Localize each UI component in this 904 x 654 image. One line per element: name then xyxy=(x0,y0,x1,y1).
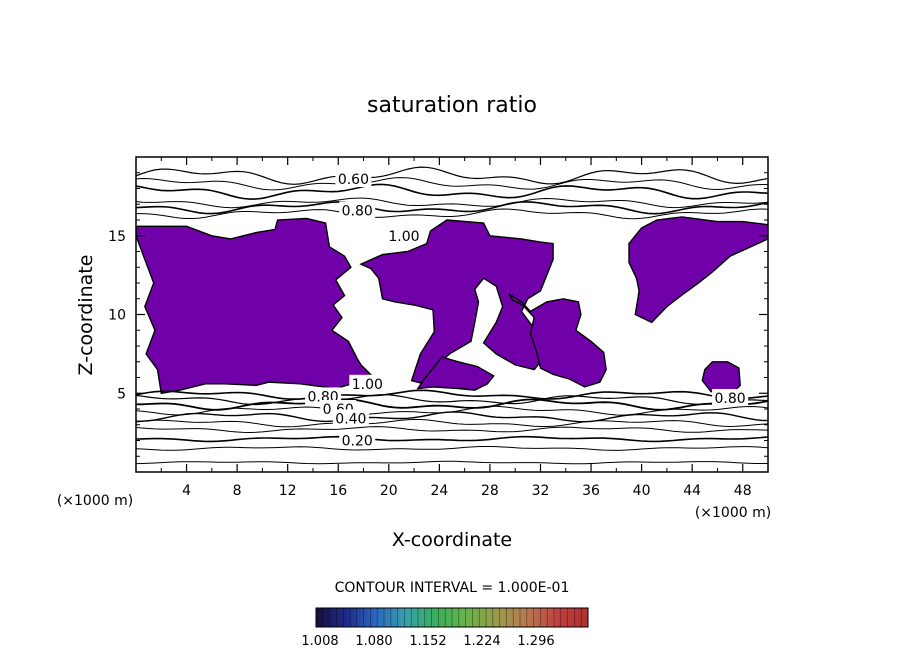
contour-line xyxy=(136,197,768,209)
contour-line xyxy=(136,426,768,434)
contour-line xyxy=(136,183,768,200)
y-tick-label: 15 xyxy=(108,229,126,245)
colorbar-tick-label: 1.296 xyxy=(517,634,554,649)
contour-label-bg xyxy=(339,201,376,219)
contour-interval: CONTOUR INTERVAL = 1.000E-01 xyxy=(335,580,570,596)
supersaturated-region xyxy=(508,293,607,388)
contour-label: 1.00 xyxy=(352,377,383,393)
x-tick-label: 28 xyxy=(481,483,499,499)
x-axis-label: X-coordinate xyxy=(392,529,512,551)
x-tick-label: 20 xyxy=(380,483,398,499)
contour-label: 0.80 xyxy=(342,204,373,220)
y-unit-note: (×1000 m) xyxy=(57,493,133,509)
colorbar-tick-label: 1.152 xyxy=(409,634,446,649)
x-unit-note: (×1000 m) xyxy=(695,505,771,521)
x-tick-label: 36 xyxy=(582,483,600,499)
contour-line xyxy=(136,201,768,215)
contour-label: 1.00 xyxy=(388,229,419,245)
colorbar-tick-label: 1.224 xyxy=(463,634,500,649)
contour-label-bg xyxy=(385,226,422,244)
supersaturated-region xyxy=(416,356,495,391)
y-tick-label: 5 xyxy=(117,386,126,402)
contour-label: 0.20 xyxy=(342,434,373,450)
plot-area xyxy=(136,166,768,465)
supersaturated-region xyxy=(136,217,375,395)
y-tick-label: 10 xyxy=(108,308,126,324)
contour-line xyxy=(136,394,768,406)
contour-line xyxy=(136,446,768,451)
contour-label-bg xyxy=(349,374,386,392)
contour-label-bg xyxy=(335,170,372,188)
contour-label: 0.40 xyxy=(335,411,366,427)
contour-labels: 0.600.801.001.000.800.600.400.200.80 xyxy=(305,170,749,450)
contour-line xyxy=(136,435,768,443)
contour-line xyxy=(136,460,768,465)
x-tick-label: 40 xyxy=(633,483,651,499)
x-tick-label: 32 xyxy=(532,483,550,499)
x-tick-label: 16 xyxy=(329,483,347,499)
colorbar-tick-label: 1.008 xyxy=(301,634,338,649)
x-tick-label: 4 xyxy=(182,483,191,499)
x-tick-label: 48 xyxy=(734,483,752,499)
supersaturated-region xyxy=(628,216,768,324)
y-axis-label: Z-coordinate xyxy=(75,255,97,376)
colorbar-tick-label: 1.080 xyxy=(355,634,392,649)
contour-line xyxy=(136,177,768,191)
supersaturated-region xyxy=(359,219,554,385)
contour-line xyxy=(136,418,768,428)
contour-label-bg xyxy=(339,431,376,449)
x-tick-label: 12 xyxy=(279,483,297,499)
x-tick-label: 8 xyxy=(233,483,242,499)
contour-line xyxy=(136,208,768,220)
contour-label: 0.80 xyxy=(714,391,745,407)
x-tick-label: 44 xyxy=(683,483,701,499)
contour-line xyxy=(136,166,768,185)
contour-label-bg xyxy=(332,409,369,427)
x-tick-label: 24 xyxy=(430,483,448,499)
contour-line xyxy=(136,389,768,400)
contour-label: 0.60 xyxy=(338,172,369,188)
colorbar-ticks: 1.008 1.080 1.152 1.224 1.296 xyxy=(301,608,582,649)
contour-line xyxy=(136,411,768,423)
chart-title: saturation ratio xyxy=(367,93,537,118)
supersaturated-region xyxy=(701,361,741,393)
contour-label-bg xyxy=(712,388,749,406)
